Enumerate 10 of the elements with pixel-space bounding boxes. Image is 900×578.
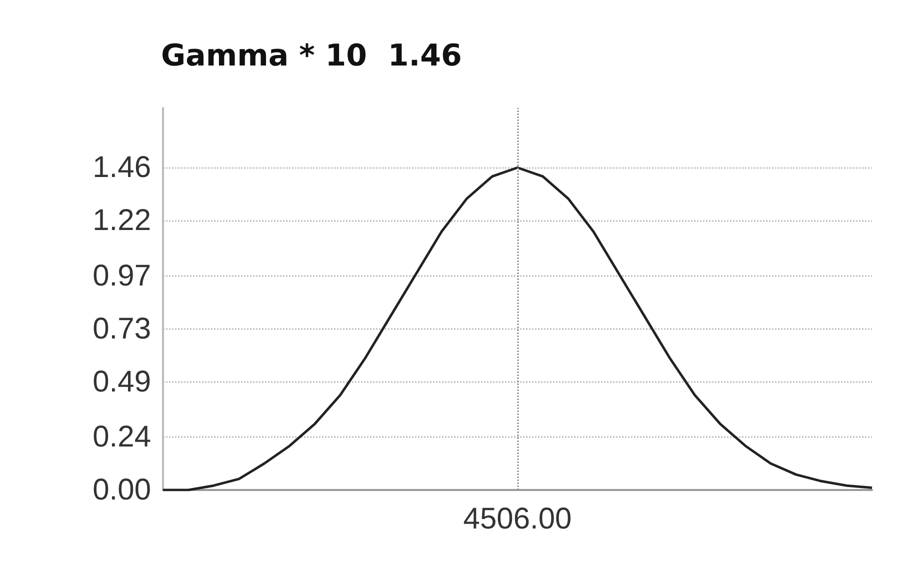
y-tick-label: 0.49 — [92, 365, 151, 398]
y-tick-label: 0.97 — [92, 259, 151, 292]
chart-title: Gamma * 10 1.46 — [161, 38, 462, 74]
y-tick-label: 0.73 — [92, 312, 151, 346]
x-tick-label: 4506.00 — [463, 502, 572, 536]
y-tick-label: 0.24 — [92, 420, 151, 454]
y-tick-label: 1.46 — [92, 151, 151, 184]
y-tick-label: 1.22 — [92, 204, 151, 238]
line-series — [162, 166, 874, 492]
y-tick-label: 0.00 — [92, 474, 151, 506]
